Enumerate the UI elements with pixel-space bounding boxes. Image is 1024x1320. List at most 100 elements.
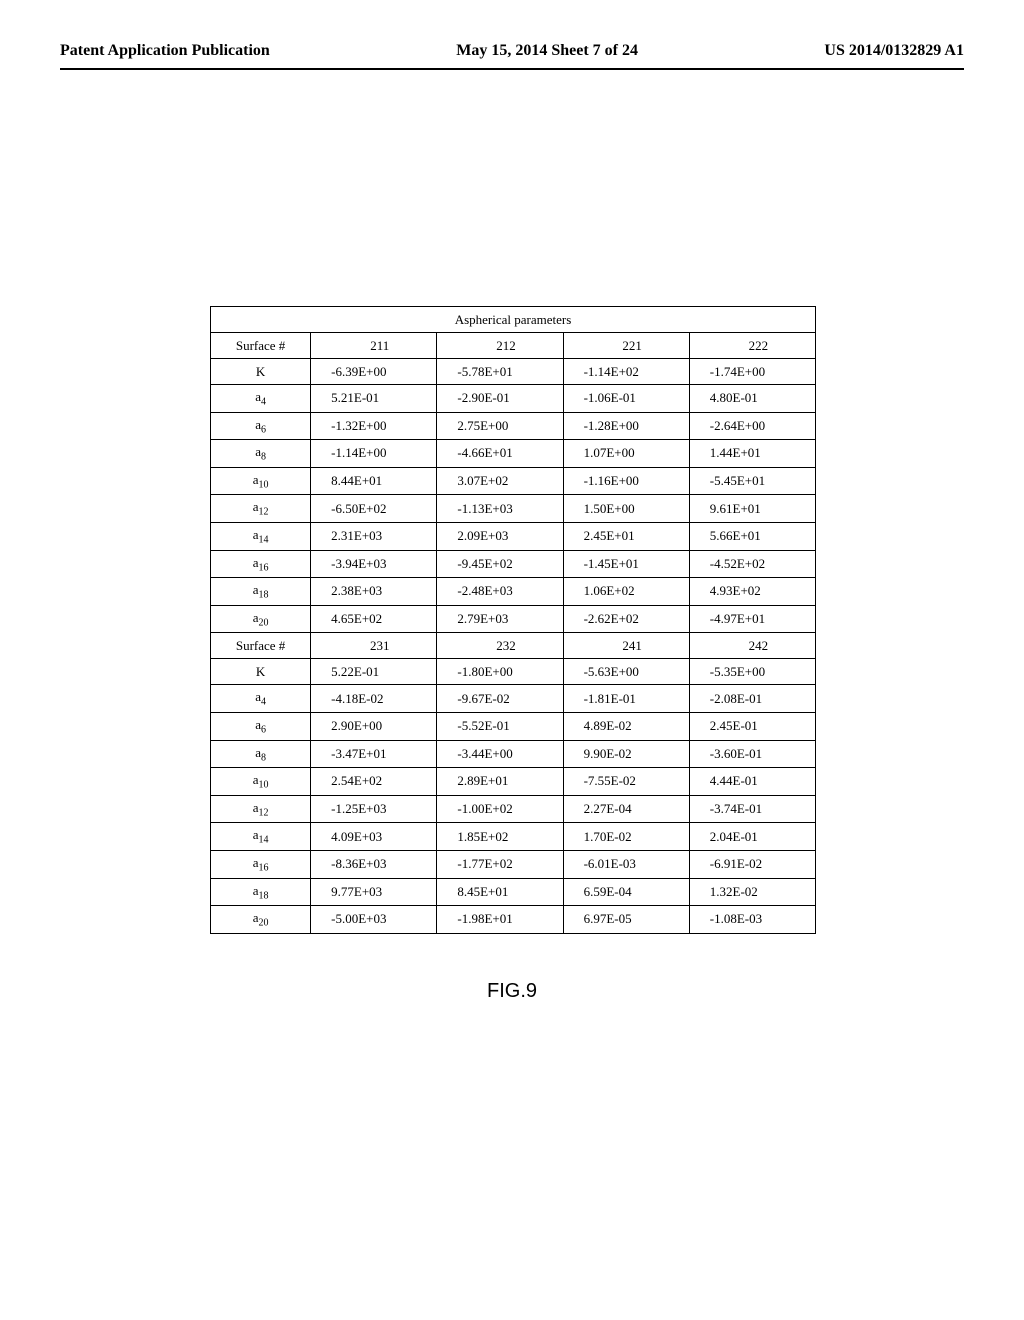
param-value: -1.77E+02 [437,850,563,878]
param-value: 4.09E+03 [311,823,437,851]
param-value: 1.70E-02 [563,823,689,851]
param-value: 8.45E+01 [437,878,563,906]
param-label: a18 [211,878,311,906]
param-value: -6.01E-03 [563,850,689,878]
param-value: -1.32E+00 [311,412,437,440]
param-value: -9.45E+02 [437,550,563,578]
col-header: 221 [563,333,689,359]
param-label: K [211,659,311,685]
table-row: K-6.39E+00-5.78E+01-1.14E+02-1.74E+00 [211,359,816,385]
header-divider [60,68,964,70]
param-value: -1.16E+00 [563,467,689,495]
param-value: -6.50E+02 [311,495,437,523]
param-value: -3.47E+01 [311,740,437,768]
param-value: 1.07E+00 [563,440,689,468]
param-value: -1.00E+02 [437,795,563,823]
param-label: a12 [211,495,311,523]
col-header: 232 [437,633,563,659]
col-header: 241 [563,633,689,659]
param-value: 4.80E-01 [689,385,815,413]
param-value: -9.67E-02 [437,685,563,713]
param-label: a8 [211,440,311,468]
param-value: -5.78E+01 [437,359,563,385]
param-value: -5.35E+00 [689,659,815,685]
param-value: -5.63E+00 [563,659,689,685]
param-value: -1.74E+00 [689,359,815,385]
param-value: -5.52E-01 [437,712,563,740]
param-label: K [211,359,311,385]
table-header-row-1: Surface # 211 212 221 222 [211,333,816,359]
param-value: -5.45E+01 [689,467,815,495]
param-value: 5.66E+01 [689,522,815,550]
param-value: -1.81E-01 [563,685,689,713]
param-value: -6.39E+00 [311,359,437,385]
col-header: 222 [689,333,815,359]
param-value: -3.60E-01 [689,740,815,768]
param-value: -4.18E-02 [311,685,437,713]
param-value: -3.94E+03 [311,550,437,578]
param-label: a4 [211,685,311,713]
param-value: 2.31E+03 [311,522,437,550]
param-label: a20 [211,906,311,934]
col-header: 242 [689,633,815,659]
page-header: Patent Application Publication May 15, 2… [0,42,1024,60]
param-value: -4.97E+01 [689,605,815,633]
param-label: a6 [211,412,311,440]
param-value: -1.45E+01 [563,550,689,578]
param-value: 5.21E-01 [311,385,437,413]
param-value: 2.54E+02 [311,768,437,796]
surface-label-1: Surface # [211,333,311,359]
table-row: a45.21E-01-2.90E-01-1.06E-014.80E-01 [211,385,816,413]
param-value: -1.14E+02 [563,359,689,385]
param-value: -1.25E+03 [311,795,437,823]
param-value: -7.55E-02 [563,768,689,796]
param-value: 3.07E+02 [437,467,563,495]
table-row: a6-1.32E+002.75E+00-1.28E+00-2.64E+00 [211,412,816,440]
param-value: -1.08E-03 [689,906,815,934]
col-header: 212 [437,333,563,359]
param-value: -1.14E+00 [311,440,437,468]
param-value: 4.89E-02 [563,712,689,740]
param-value: -1.06E-01 [563,385,689,413]
param-value: 8.44E+01 [311,467,437,495]
param-label: a16 [211,850,311,878]
param-label: a16 [211,550,311,578]
param-value: 2.45E-01 [689,712,815,740]
param-label: a12 [211,795,311,823]
param-value: 1.32E-02 [689,878,815,906]
header-left: Patent Application Publication [60,42,270,60]
table-row: a12-6.50E+02-1.13E+031.50E+009.61E+01 [211,495,816,523]
param-value: -3.44E+00 [437,740,563,768]
param-value: -4.52E+02 [689,550,815,578]
table-row: a142.31E+032.09E+032.45E+015.66E+01 [211,522,816,550]
surface-label-2: Surface # [211,633,311,659]
table-row: a8-3.47E+01-3.44E+009.90E-02-3.60E-01 [211,740,816,768]
param-value: -2.90E-01 [437,385,563,413]
param-value: -1.98E+01 [437,906,563,934]
param-value: -1.13E+03 [437,495,563,523]
param-value: 2.38E+03 [311,578,437,606]
param-value: 9.90E-02 [563,740,689,768]
param-value: -4.66E+01 [437,440,563,468]
param-label: a14 [211,823,311,851]
table-row: a16-3.94E+03-9.45E+02-1.45E+01-4.52E+02 [211,550,816,578]
param-label: a18 [211,578,311,606]
header-right: US 2014/0132829 A1 [824,42,964,60]
param-value: 2.75E+00 [437,412,563,440]
param-value: 4.65E+02 [311,605,437,633]
param-label: a10 [211,768,311,796]
table-row: a204.65E+022.79E+03-2.62E+02-4.97E+01 [211,605,816,633]
param-value: 2.04E-01 [689,823,815,851]
param-label: a20 [211,605,311,633]
table-title-row: Aspherical parameters [211,307,816,333]
table-row: a62.90E+00-5.52E-014.89E-022.45E-01 [211,712,816,740]
param-value: -1.80E+00 [437,659,563,685]
param-value: -6.91E-02 [689,850,815,878]
param-value: 2.89E+01 [437,768,563,796]
param-value: 1.50E+00 [563,495,689,523]
param-value: -3.74E-01 [689,795,815,823]
param-label: a4 [211,385,311,413]
param-value: -2.08E-01 [689,685,815,713]
param-value: 6.97E-05 [563,906,689,934]
col-header: 231 [311,633,437,659]
